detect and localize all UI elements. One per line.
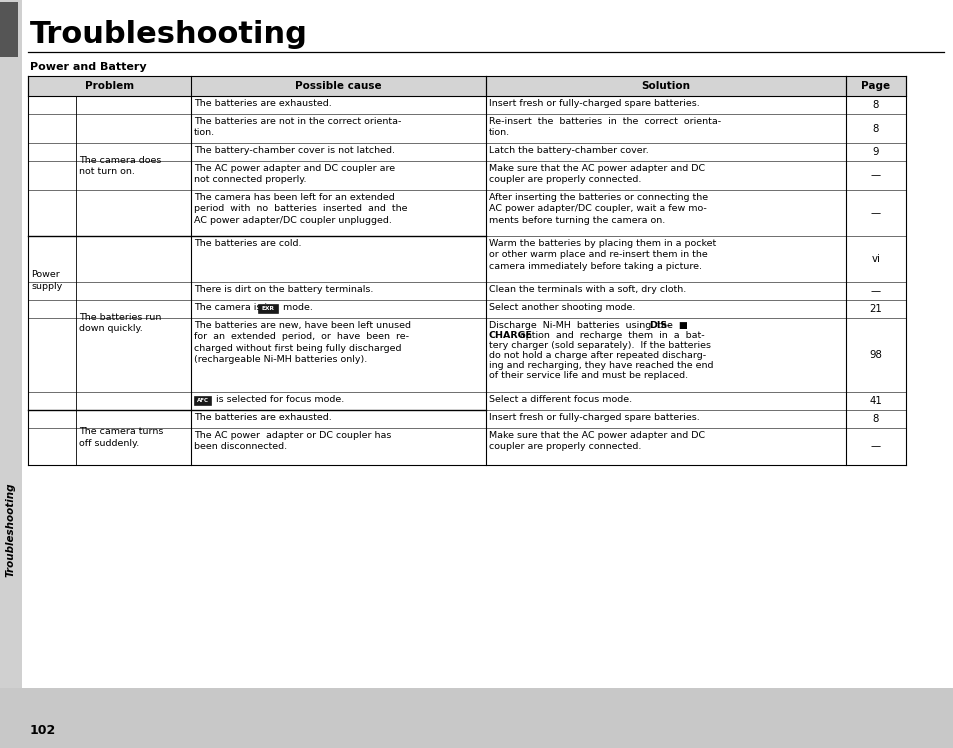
Text: —: — — [870, 286, 881, 296]
Text: vi: vi — [871, 254, 880, 264]
Bar — [28, 300, 905, 318]
Text: AFC: AFC — [196, 397, 209, 402]
Text: Discharge  Ni-MH  batteries  using  the  ■: Discharge Ni-MH batteries using the ■ — [489, 321, 690, 330]
Text: Page: Page — [861, 81, 890, 91]
Text: 21: 21 — [869, 304, 882, 314]
Text: The camera does
not turn on.: The camera does not turn on. — [79, 156, 161, 176]
Text: The batteries are cold.: The batteries are cold. — [193, 239, 301, 248]
Text: mode.: mode. — [279, 303, 313, 312]
Text: Solution: Solution — [640, 81, 690, 91]
Text: Insert fresh or fully-charged spare batteries.: Insert fresh or fully-charged spare batt… — [489, 99, 699, 108]
Bar — [0, 2, 18, 57]
Bar — [28, 392, 905, 410]
Bar — [28, 236, 905, 282]
Bar — [28, 96, 905, 114]
Text: The camera has been left for an extended
period  with  no  batteries  inserted  : The camera has been left for an extended… — [193, 193, 407, 225]
Text: Power and Battery: Power and Battery — [30, 62, 147, 72]
Text: Select another shooting mode.: Select another shooting mode. — [489, 303, 635, 312]
Bar — [0, 0, 22, 748]
Text: The camera is in: The camera is in — [193, 303, 275, 312]
Text: Re-insert  the  batteries  in  the  correct  orienta-
tion.: Re-insert the batteries in the correct o… — [489, 117, 720, 138]
Text: —: — — [870, 441, 881, 452]
Text: The AC power adapter and DC coupler are
not connected properly.: The AC power adapter and DC coupler are … — [193, 164, 395, 185]
Bar — [28, 143, 905, 161]
Text: ing and recharging, they have reached the end: ing and recharging, they have reached th… — [489, 361, 713, 370]
Text: 8: 8 — [872, 100, 879, 110]
Text: 98: 98 — [868, 350, 882, 360]
Text: 8: 8 — [872, 414, 879, 424]
Bar — [28, 76, 905, 96]
Text: tery charger (sold separately).  If the batteries: tery charger (sold separately). If the b… — [489, 341, 710, 350]
Text: Possible cause: Possible cause — [294, 81, 381, 91]
Text: Problem: Problem — [85, 81, 134, 91]
Text: EXR: EXR — [261, 305, 274, 310]
Bar — [28, 114, 905, 143]
Text: The batteries are not in the correct orienta-
tion.: The batteries are not in the correct ori… — [193, 117, 401, 138]
Text: After inserting the batteries or connecting the
AC power adapter/DC coupler, wai: After inserting the batteries or connect… — [489, 193, 707, 225]
Text: —: — — [870, 171, 881, 180]
Bar — [193, 396, 211, 405]
Text: 41: 41 — [869, 396, 882, 406]
Bar — [28, 428, 905, 465]
Text: 102: 102 — [30, 723, 56, 737]
Text: Make sure that the AC power adapter and DC
coupler are properly connected.: Make sure that the AC power adapter and … — [489, 431, 704, 452]
Text: DIS-: DIS- — [648, 321, 670, 330]
Text: Insert fresh or fully-charged spare batteries.: Insert fresh or fully-charged spare batt… — [489, 413, 699, 422]
Text: Clean the terminals with a soft, dry cloth.: Clean the terminals with a soft, dry clo… — [489, 285, 685, 294]
Bar — [28, 161, 905, 190]
Text: Power
supply: Power supply — [30, 271, 62, 290]
Text: The batteries are exhausted.: The batteries are exhausted. — [193, 413, 332, 422]
Bar — [28, 282, 905, 300]
Bar — [0, 688, 953, 748]
Text: of their service life and must be replaced.: of their service life and must be replac… — [489, 371, 687, 380]
Text: is selected for focus mode.: is selected for focus mode. — [213, 395, 344, 404]
Bar — [28, 318, 905, 392]
Text: Make sure that the AC power adapter and DC
coupler are properly connected.: Make sure that the AC power adapter and … — [489, 164, 704, 185]
Text: Select a different focus mode.: Select a different focus mode. — [489, 395, 632, 404]
Text: Troubleshooting: Troubleshooting — [6, 482, 16, 577]
Text: option  and  recharge  them  in  a  bat-: option and recharge them in a bat- — [513, 331, 703, 340]
Text: The battery-chamber cover is not latched.: The battery-chamber cover is not latched… — [193, 146, 395, 155]
Text: Latch the battery-chamber cover.: Latch the battery-chamber cover. — [489, 146, 648, 155]
Bar — [28, 410, 905, 428]
Text: 9: 9 — [872, 147, 879, 157]
Text: The AC power  adapter or DC coupler has
been disconnected.: The AC power adapter or DC coupler has b… — [193, 431, 391, 452]
Text: Warm the batteries by placing them in a pocket
or other warm place and re-insert: Warm the batteries by placing them in a … — [489, 239, 716, 271]
Text: There is dirt on the battery terminals.: There is dirt on the battery terminals. — [193, 285, 373, 294]
Text: do not hold a charge after repeated discharg-: do not hold a charge after repeated disc… — [489, 351, 705, 360]
Text: CHARGE: CHARGE — [489, 331, 533, 340]
Text: The batteries are exhausted.: The batteries are exhausted. — [193, 99, 332, 108]
Text: The camera turns
off suddenly.: The camera turns off suddenly. — [79, 427, 163, 447]
Text: The batteries run
down quickly.: The batteries run down quickly. — [79, 313, 161, 333]
Text: —: — — [870, 208, 881, 218]
Text: Troubleshooting: Troubleshooting — [30, 19, 308, 49]
Text: The batteries are new, have been left unused
for  an  extended  period,  or  hav: The batteries are new, have been left un… — [193, 321, 411, 364]
Bar — [257, 304, 277, 313]
Text: 8: 8 — [872, 123, 879, 133]
Bar — [28, 190, 905, 236]
